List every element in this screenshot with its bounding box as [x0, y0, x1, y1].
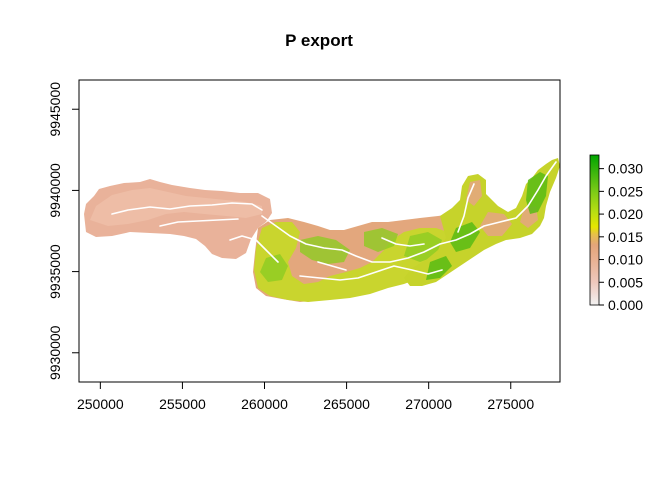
- stream-network: [111, 161, 557, 281]
- y-axis: 9930000 9935000 9940000 9945000: [47, 82, 80, 380]
- legend-tick-label: 0.010: [608, 252, 643, 268]
- legend-ticks: 0.000 0.005 0.010 0.015 0.020 0.025 0.030: [599, 161, 643, 313]
- legend: 0.000 0.005 0.010 0.015 0.020 0.025 0.030: [589, 154, 643, 313]
- legend-color-bar: [589, 154, 600, 306]
- eastern-subbasin: [404, 158, 560, 286]
- legend-tick-label: 0.030: [608, 161, 643, 177]
- legend-tick-label: 0.005: [608, 274, 643, 290]
- catchment-raster: [84, 158, 560, 302]
- x-tick-label: 265000: [323, 396, 370, 412]
- x-tick-label: 255000: [159, 396, 206, 412]
- x-tick-label: 275000: [487, 396, 534, 412]
- x-tick-label: 270000: [405, 396, 452, 412]
- y-tick-label: 9935000: [47, 244, 63, 299]
- legend-tick-label: 0.025: [608, 183, 643, 199]
- y-tick-label: 9940000: [47, 163, 63, 218]
- eastern-green-patches: [426, 172, 548, 280]
- western-subbasin-light: [90, 188, 262, 226]
- x-tick-label: 250000: [77, 396, 124, 412]
- central-green-patches: [260, 228, 442, 282]
- central-high-export: [254, 222, 456, 302]
- eastern-salmon-patches: [466, 180, 538, 236]
- chart-title: P export: [285, 31, 353, 50]
- legend-tick-label: 0.015: [608, 229, 643, 245]
- legend-tick-label: 0.020: [608, 206, 643, 222]
- x-axis: 250000 255000 260000 265000 270000 275000: [77, 381, 534, 412]
- legend-tick-label: 0.000: [608, 297, 643, 313]
- y-tick-label: 9945000: [47, 82, 63, 137]
- x-tick-label: 260000: [241, 396, 288, 412]
- y-tick-label: 9930000: [47, 325, 63, 380]
